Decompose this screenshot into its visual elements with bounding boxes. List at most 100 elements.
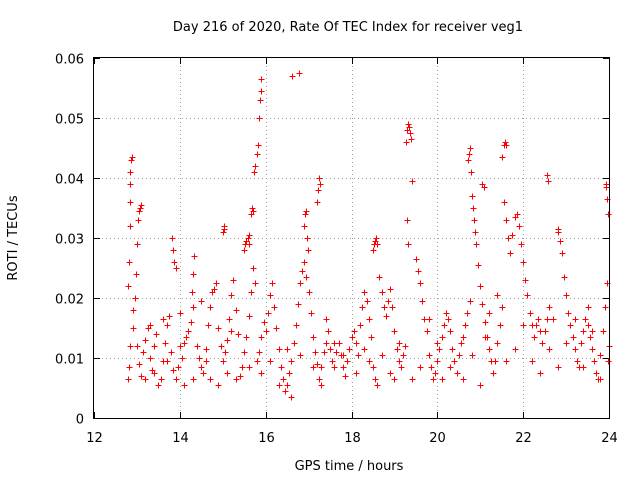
- data-point: [153, 331, 160, 338]
- data-point: [200, 370, 207, 377]
- data-point: [346, 346, 353, 353]
- data-point: [409, 376, 416, 383]
- data-point: [251, 169, 258, 176]
- x-tick-label: 20: [429, 431, 446, 446]
- data-point: [239, 364, 246, 371]
- data-point: [396, 358, 403, 365]
- data-point: [353, 370, 360, 377]
- data-point: [434, 358, 441, 365]
- data-point: [125, 376, 132, 383]
- data-point: [503, 142, 510, 149]
- data-point: [349, 334, 356, 341]
- data-point: [389, 304, 396, 311]
- data-point: [221, 226, 228, 233]
- data-point: [361, 346, 368, 353]
- data-point: [396, 340, 403, 347]
- data-point: [477, 283, 484, 290]
- data-point: [415, 268, 422, 275]
- data-point: [585, 322, 592, 329]
- data-point: [191, 253, 198, 260]
- data-point: [230, 277, 237, 284]
- data-point: [256, 115, 263, 122]
- data-point: [168, 349, 175, 356]
- data-point: [246, 364, 253, 371]
- data-point: [447, 328, 454, 335]
- data-point: [589, 346, 596, 353]
- data-point: [529, 358, 536, 365]
- data-point: [447, 364, 454, 371]
- data-point: [170, 247, 177, 254]
- data-point: [256, 349, 263, 356]
- data-point: [537, 370, 544, 377]
- data-point: [316, 175, 323, 182]
- data-point: [574, 358, 581, 365]
- data-point: [303, 274, 310, 281]
- data-point: [424, 328, 431, 335]
- data-point: [597, 352, 604, 359]
- data-point: [486, 310, 493, 317]
- data-point: [126, 259, 133, 266]
- data-point: [308, 310, 315, 317]
- data-point: [366, 358, 373, 365]
- data-point: [387, 370, 394, 377]
- data-point: [215, 382, 222, 389]
- data-point: [261, 319, 268, 326]
- data-point: [241, 247, 248, 254]
- data-point: [364, 298, 371, 305]
- data-point: [499, 154, 506, 161]
- data-point: [142, 337, 149, 344]
- data-point: [605, 358, 612, 365]
- data-point: [137, 205, 144, 212]
- data-point: [136, 208, 143, 215]
- data-point: [179, 355, 186, 362]
- y-tick-label: 0.05: [55, 113, 84, 128]
- data-point: [246, 313, 253, 320]
- data-point: [587, 334, 594, 341]
- data-point: [226, 316, 233, 323]
- data-point: [258, 76, 265, 83]
- data-point: [246, 241, 253, 248]
- data-point: [404, 217, 411, 224]
- data-point: [458, 340, 465, 347]
- data-point: [258, 370, 265, 377]
- data-point: [302, 211, 309, 218]
- data-point: [125, 283, 132, 290]
- data-point: [138, 373, 145, 380]
- data-point: [250, 208, 257, 215]
- data-point: [471, 217, 478, 224]
- data-point: [426, 316, 433, 323]
- data-point: [273, 325, 280, 332]
- data-point: [224, 337, 231, 344]
- data-point: [173, 376, 180, 383]
- data-point: [405, 241, 412, 248]
- data-point: [391, 376, 398, 383]
- data-point: [296, 70, 303, 77]
- data-point: [520, 259, 527, 266]
- data-point: [136, 361, 143, 368]
- data-point: [215, 325, 222, 332]
- data-point: [303, 208, 310, 215]
- data-point: [391, 328, 398, 335]
- data-point: [494, 292, 501, 299]
- data-point: [284, 382, 291, 389]
- data-point: [248, 289, 255, 296]
- data-point: [572, 346, 579, 353]
- data-point: [228, 328, 235, 335]
- data-point: [514, 211, 521, 218]
- data-point: [295, 301, 302, 308]
- data-point: [325, 328, 332, 335]
- data-point: [464, 310, 471, 317]
- data-point: [544, 316, 551, 323]
- data-point: [436, 346, 443, 353]
- data-point: [252, 280, 259, 287]
- data-points: [125, 70, 613, 401]
- data-point: [331, 364, 338, 371]
- data-point: [505, 235, 512, 242]
- x-tick-label: 12: [86, 431, 103, 446]
- data-point: [228, 292, 235, 299]
- data-point: [387, 286, 394, 293]
- data-point: [235, 331, 242, 338]
- data-point: [190, 271, 197, 278]
- data-point: [563, 292, 570, 299]
- data-point: [385, 298, 392, 305]
